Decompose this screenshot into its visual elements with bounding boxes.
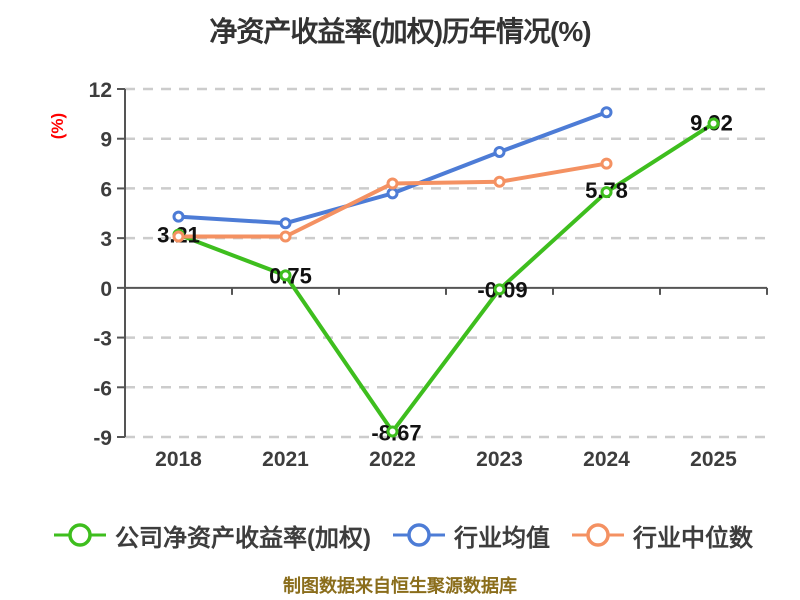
series-line bbox=[176, 161, 609, 239]
legend-item-company-roe: 公司净资产收益率(加权) bbox=[54, 518, 371, 553]
series-lines bbox=[176, 110, 716, 434]
line-circle-marker-icon bbox=[392, 523, 445, 547]
tick-labels: 12 9 6 3 0 -3 -6 -9 2018 2021 2022 2023 2024 2025 bbox=[89, 79, 738, 471]
svg-text:2023: 2023 bbox=[476, 448, 523, 471]
footnote: 制图数据来自恒生聚源数据库 bbox=[283, 576, 517, 596]
data-point bbox=[172, 230, 185, 243]
data-point bbox=[493, 145, 506, 158]
svg-text:9: 9 bbox=[100, 129, 112, 152]
svg-text:2025: 2025 bbox=[690, 448, 737, 471]
svg-text:2018: 2018 bbox=[155, 448, 202, 471]
legend-item-industry-median: 行业中位数 bbox=[571, 518, 753, 553]
svg-text:6: 6 bbox=[100, 178, 112, 201]
data-point bbox=[600, 186, 613, 199]
data-point bbox=[600, 106, 613, 119]
legend-item-industry-mean: 行业均值 bbox=[392, 518, 550, 553]
line-circle-marker-icon bbox=[571, 523, 624, 547]
svg-text:12: 12 bbox=[89, 79, 112, 102]
svg-text:0: 0 bbox=[100, 278, 112, 301]
data-point bbox=[600, 157, 613, 170]
data-point bbox=[707, 117, 720, 130]
svg-text:-6: -6 bbox=[93, 377, 112, 400]
legend-label-industry-median: 行业中位数 bbox=[632, 524, 753, 552]
data-point bbox=[386, 425, 399, 438]
svg-text:2024: 2024 bbox=[583, 448, 630, 471]
svg-text:3: 3 bbox=[100, 228, 112, 251]
series-line bbox=[176, 110, 609, 226]
line-circle-marker-icon bbox=[54, 523, 106, 547]
legend-label-company-roe: 公司净资产收益率(加权) bbox=[115, 524, 371, 552]
svg-text:-9: -9 bbox=[93, 427, 112, 450]
data-labels: 3.210.75-8.67-0.095.789.92 bbox=[157, 110, 733, 445]
data-point bbox=[279, 269, 292, 282]
svg-text:2021: 2021 bbox=[262, 448, 309, 471]
svg-text:-3: -3 bbox=[93, 328, 112, 351]
data-point bbox=[493, 283, 506, 296]
data-point bbox=[493, 175, 506, 188]
data-point bbox=[386, 177, 399, 190]
svg-text:2022: 2022 bbox=[369, 448, 416, 471]
series-points bbox=[172, 106, 720, 438]
data-point bbox=[172, 210, 185, 223]
data-point bbox=[279, 230, 292, 243]
legend: 公司净资产收益率(加权) 行业均值 行业中位数 bbox=[54, 518, 794, 552]
axes bbox=[117, 88, 768, 438]
data-point bbox=[386, 187, 399, 200]
chart-title: 净资产收益率(加权)历年情况(%) bbox=[209, 16, 591, 47]
series-line bbox=[176, 121, 716, 434]
data-point bbox=[279, 217, 292, 230]
gridlines bbox=[125, 87, 767, 439]
legend-label-industry-mean: 行业均值 bbox=[453, 524, 550, 552]
